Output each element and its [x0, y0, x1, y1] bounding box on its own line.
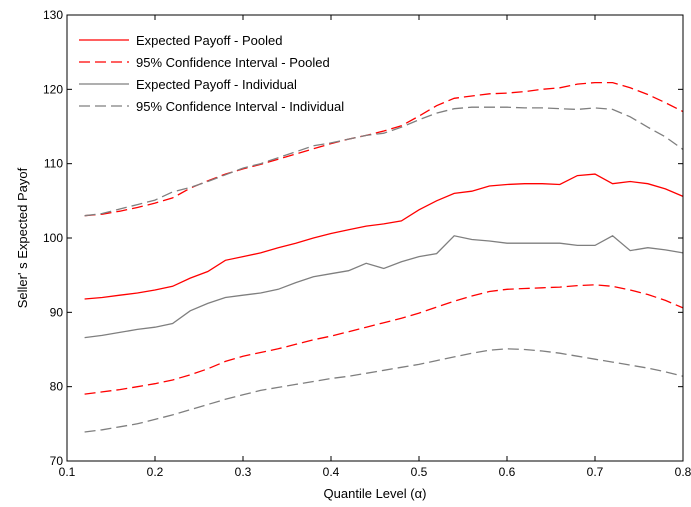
- x-axis-title: Quantile Level (α): [324, 486, 427, 501]
- legend-label: 95% Confidence Interval - Individual: [136, 99, 344, 114]
- y-tick-label: 80: [50, 380, 64, 394]
- legend-label: 95% Confidence Interval - Pooled: [136, 55, 330, 70]
- axis-ticks: 0.1 0.2 0.3 0.4 0.5 0.6 0.7 0.8 70 80 90 100 110 120 1…: [43, 8, 691, 479]
- legend-label: Expected Payoff - Pooled: [136, 33, 282, 48]
- y-tick-label: 90: [50, 305, 64, 319]
- series-line-5: [84, 284, 684, 395]
- x-tick-label: 0.1: [59, 465, 76, 479]
- series-line-2: [84, 81, 684, 217]
- x-tick-label: 0.6: [499, 465, 516, 479]
- series-line-4: [84, 106, 684, 217]
- series-line-1: [84, 173, 684, 300]
- x-tick-label: 0.8: [675, 465, 691, 479]
- x-tick-label: 0.7: [587, 465, 604, 479]
- x-tick-label: 0.2: [147, 465, 164, 479]
- y-tick-label: 120: [43, 82, 63, 96]
- series-line-6: [84, 348, 684, 433]
- x-tick-label: 0.4: [323, 465, 340, 479]
- legend: Expected Payoff - Pooled 95% Confidence I…: [79, 33, 344, 114]
- x-tick-label: 0.3: [235, 465, 252, 479]
- series-lines: [84, 81, 684, 433]
- y-tick-label: 70: [50, 454, 64, 468]
- series-line-3: [84, 235, 684, 339]
- x-tick-label: 0.5: [411, 465, 428, 479]
- y-tick-label: 100: [43, 231, 63, 245]
- legend-label: Expected Payoff - Individual: [136, 77, 297, 92]
- y-axis-title: Seller' s Expected Payof: [15, 167, 30, 308]
- y-tick-label: 110: [44, 157, 63, 171]
- y-tick-label: 130: [43, 8, 63, 22]
